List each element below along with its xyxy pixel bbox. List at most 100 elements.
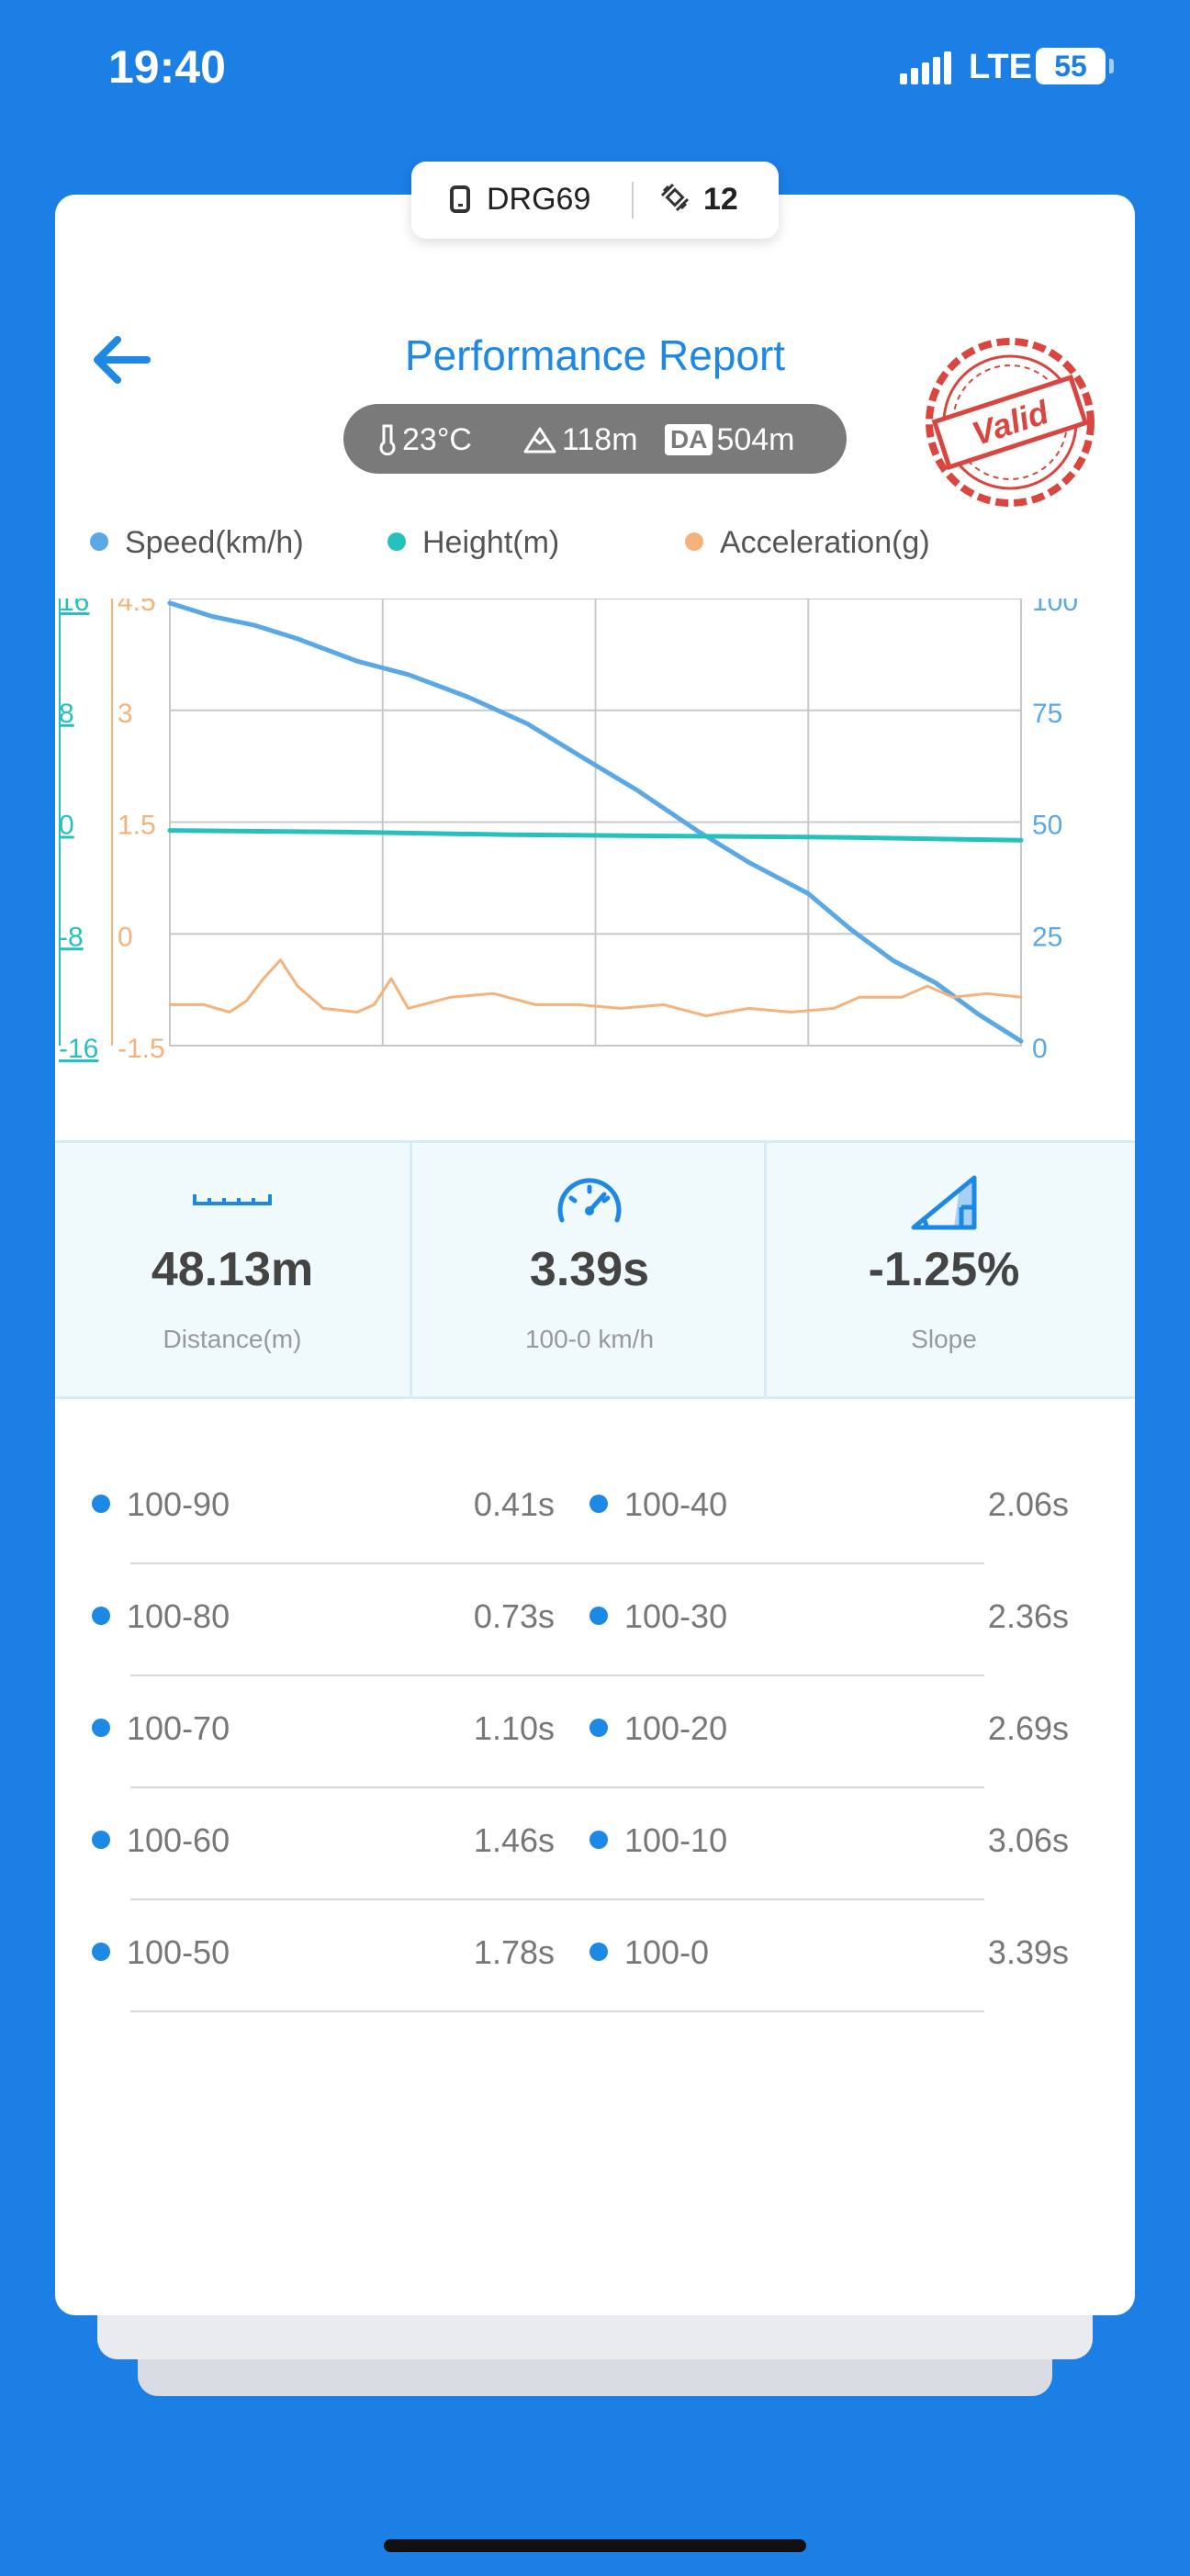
- height-tick-label: -8: [59, 922, 84, 952]
- legend-item-speed: Speed(km/h): [90, 525, 304, 561]
- split-row: 100-60 1.46s 100-10 3.06s: [55, 1788, 1135, 1900]
- status-time: 19:40: [108, 41, 226, 93]
- split-time: 1.46s: [473, 1821, 555, 1859]
- stat-100-0: 3.39s 100-0 km/h: [410, 1143, 767, 1396]
- device-name: DRG69: [487, 182, 591, 217]
- stat-value: -1.25%: [868, 1243, 1020, 1296]
- stat-distance: 48.13m Distance(m): [55, 1143, 410, 1396]
- speed-tick-label: 25: [1032, 922, 1062, 952]
- split-row: 100-50 1.78s 100-0 3.39s: [55, 1900, 1135, 2012]
- page-title: Performance Report: [404, 331, 786, 379]
- split-bullet: [92, 1607, 110, 1625]
- stat-value: 3.39s: [529, 1243, 650, 1296]
- split-name: 100-30: [624, 1597, 728, 1635]
- split-time: 3.06s: [987, 1821, 1069, 1859]
- ruler-icon: [55, 1170, 410, 1235]
- split-bullet: [92, 1719, 110, 1737]
- thermometer-icon: [379, 424, 396, 456]
- height-tick-label: 16: [59, 599, 89, 617]
- altitude-item: 118m: [523, 422, 638, 458]
- network-label: LTE: [969, 48, 1032, 86]
- speed-tick-label: 0: [1032, 1034, 1048, 1064]
- row-divider: [130, 1674, 984, 1676]
- accel-tick-label: -1.5: [118, 1034, 165, 1064]
- split-bullet: [589, 1943, 608, 1961]
- temperature-item: 23°C: [378, 422, 472, 458]
- row-divider: [130, 1562, 984, 1564]
- height-tick-label: -16: [59, 1034, 98, 1064]
- speed-tick-label: 75: [1032, 699, 1062, 729]
- pill-divider: [632, 182, 634, 218]
- home-indicator[interactable]: [384, 2539, 806, 2552]
- satellite-icon: [659, 182, 690, 221]
- report-card: Performance Report 23°C 118m DA 504m Vali…: [55, 195, 1135, 2315]
- performance-chart: 16 8 0 -8 -16 4.5 3 1.5 0 -1.5 100 75 50 25 0: [59, 599, 1078, 1064]
- legend-label: Speed(km/h): [125, 525, 304, 560]
- legend-dot: [387, 532, 406, 551]
- device-pill[interactable]: DRG69 12: [411, 162, 779, 239]
- split-name: 100-90: [127, 1485, 230, 1523]
- slope-icon: [767, 1170, 1121, 1235]
- stats-band: 48.13m Distance(m) 3.39s 100-0 km/h -1.2…: [55, 1140, 1135, 1399]
- speed-tick-label: 100: [1032, 599, 1078, 617]
- legend-label: Acceleration(g): [720, 525, 930, 560]
- split-time: 2.06s: [987, 1485, 1069, 1523]
- series-line-height: [167, 828, 1024, 843]
- split-time: 3.39s: [987, 1933, 1069, 1971]
- split-bullet: [589, 1607, 608, 1625]
- satellite-count: 12: [703, 182, 738, 217]
- battery-icon: 55: [1036, 48, 1106, 84]
- split-bullet: [92, 1943, 110, 1961]
- split-time: 0.73s: [473, 1597, 555, 1635]
- accel-tick-label: 4.5: [118, 599, 156, 617]
- split-time: 1.78s: [473, 1933, 555, 1971]
- chart-legend: Speed(km/h) Height(m) Acceleration(g): [55, 525, 1135, 571]
- legend-dot: [685, 532, 703, 551]
- legend-label: Height(m): [422, 525, 560, 560]
- split-bullet: [589, 1719, 608, 1737]
- stat-slope: -1.25% Slope: [764, 1143, 1121, 1396]
- split-time: 0.41s: [473, 1485, 555, 1523]
- legend-item-height: Height(m): [387, 525, 559, 561]
- split-row: 100-90 0.41s 100-40 2.06s: [55, 1452, 1135, 1564]
- split-time: 2.36s: [987, 1597, 1069, 1635]
- split-name: 100-60: [127, 1821, 230, 1859]
- height-tick-label: 0: [59, 811, 74, 841]
- altitude-value: 118m: [562, 422, 638, 457]
- mountain-icon: [523, 427, 556, 454]
- row-divider: [130, 1786, 984, 1788]
- accel-tick-label: 1.5: [118, 811, 156, 841]
- arrow-left-icon: [94, 336, 151, 384]
- back-button[interactable]: [83, 323, 165, 397]
- legend-item-acceleration: Acceleration(g): [685, 525, 930, 561]
- speed-tick-label: 50: [1032, 811, 1062, 841]
- split-time: 2.69s: [987, 1709, 1069, 1747]
- speedometer-icon: [412, 1170, 767, 1235]
- split-name: 100-50: [127, 1933, 230, 1971]
- valid-stamp: Valid: [918, 330, 1102, 514]
- temperature-value: 23°C: [402, 422, 472, 457]
- height-tick-label: 8: [59, 699, 74, 729]
- series-line-accel: [168, 958, 1023, 1017]
- row-divider: [130, 1898, 984, 1900]
- stat-label: Slope: [911, 1325, 977, 1353]
- accel-tick-label: 3: [118, 699, 133, 729]
- battery-tip: [1109, 59, 1114, 73]
- split-bullet: [589, 1831, 608, 1849]
- stat-value: 48.13m: [151, 1243, 314, 1296]
- split-name: 100-10: [624, 1821, 728, 1859]
- split-name: 100-0: [624, 1933, 710, 1971]
- row-divider: [130, 2010, 984, 2012]
- split-name: 100-20: [624, 1709, 728, 1747]
- density-altitude-badge: DA: [665, 424, 713, 455]
- accel-tick-label: 0: [118, 922, 133, 952]
- split-bullet: [589, 1495, 608, 1513]
- status-bar: 19:40 LTE 55: [0, 0, 1190, 138]
- density-altitude-item: DA 504m: [665, 422, 795, 458]
- split-name: 100-40: [624, 1485, 728, 1523]
- split-name: 100-70: [127, 1709, 230, 1747]
- split-time: 1.10s: [473, 1709, 555, 1747]
- split-row: 100-80 0.73s 100-30 2.36s: [55, 1564, 1135, 1676]
- split-row: 100-70 1.10s 100-20 2.69s: [55, 1676, 1135, 1788]
- split-bullet: [92, 1495, 110, 1513]
